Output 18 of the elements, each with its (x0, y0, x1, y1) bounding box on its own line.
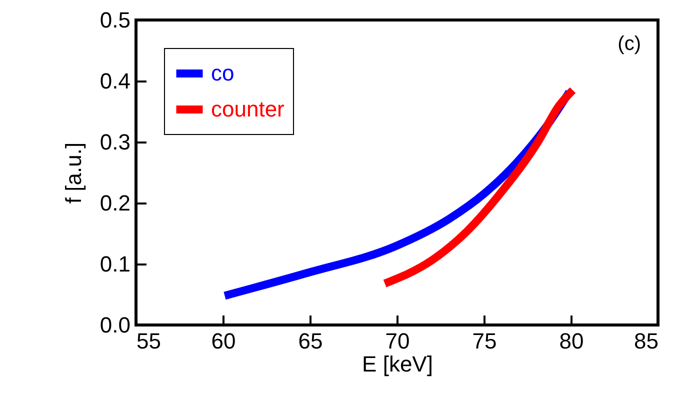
y-tick-label: 0.2 (100, 190, 130, 216)
y-tick-label: 0.5 (100, 8, 130, 32)
y-tick-label: 0.1 (100, 252, 130, 276)
legend-label: counter (211, 96, 284, 122)
x-tick-label: 65 (298, 328, 323, 354)
annotation: (c) (618, 33, 641, 55)
x-tick-label: 55 (136, 328, 161, 354)
x-tick-label: 70 (385, 328, 410, 354)
x-tick-label: 85 (634, 328, 658, 354)
x-tick-label: 80 (559, 328, 584, 354)
x-tick-label: 60 (211, 328, 236, 354)
y-tick-label: 0.4 (100, 68, 130, 94)
legend-label: co (211, 60, 234, 86)
y-tick-label: 0.3 (100, 130, 130, 154)
x-tick-label: 75 (472, 328, 497, 354)
y-axis-title: f [a.u.] (60, 142, 86, 204)
y-tick-label: 0.0 (100, 312, 130, 338)
x-axis-title: E [keV] (362, 352, 433, 376)
